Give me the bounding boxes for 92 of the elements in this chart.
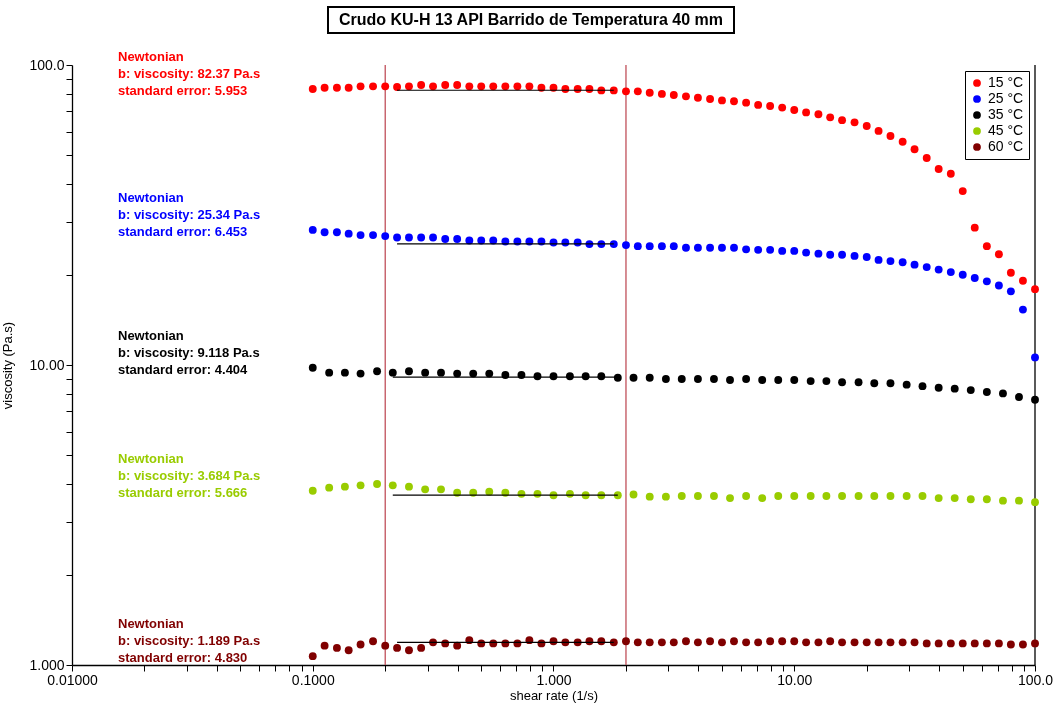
point bbox=[838, 492, 847, 500]
point bbox=[629, 373, 638, 382]
point bbox=[693, 375, 702, 383]
point bbox=[677, 492, 686, 500]
point bbox=[806, 492, 815, 500]
point bbox=[918, 492, 927, 500]
point bbox=[902, 380, 911, 389]
point bbox=[934, 494, 943, 503]
point bbox=[934, 383, 943, 392]
legend-label: 25 °C bbox=[988, 90, 1024, 106]
point bbox=[966, 386, 975, 394]
point bbox=[982, 495, 991, 504]
point bbox=[710, 375, 718, 383]
point bbox=[325, 483, 334, 492]
point bbox=[661, 492, 670, 501]
point bbox=[373, 367, 382, 376]
point bbox=[838, 378, 847, 387]
point bbox=[645, 492, 654, 501]
point bbox=[966, 495, 975, 504]
x-tick-label: 10.00 bbox=[777, 671, 813, 688]
point bbox=[373, 480, 382, 488]
point bbox=[854, 378, 863, 387]
y-tick-label: 1.000 bbox=[29, 656, 65, 673]
annotation: Newtonian b: viscosity: 25.34 Pa.s standard error: 6.453 bbox=[118, 189, 261, 239]
point bbox=[388, 481, 397, 490]
point bbox=[356, 481, 365, 490]
point bbox=[453, 369, 462, 378]
point bbox=[1015, 393, 1023, 401]
point bbox=[340, 482, 349, 491]
annotation: Newtonian b: viscosity: 3.684 Pa.s standard error: 5.666 bbox=[118, 450, 261, 500]
annotation: Newtonian b: viscosity: 1.189 Pa.s standard error: 4.830 bbox=[118, 616, 261, 666]
legend-label: 35 °C bbox=[988, 106, 1024, 122]
point bbox=[822, 377, 831, 385]
point bbox=[790, 492, 799, 500]
y-tick-label: 100.0 bbox=[29, 56, 65, 73]
point bbox=[710, 492, 718, 500]
point bbox=[854, 492, 863, 500]
point bbox=[1031, 498, 1039, 507]
point bbox=[982, 388, 991, 396]
annotation: Newtonian b: viscosity: 82.37 Pa.s standard error: 5.953 bbox=[118, 48, 261, 98]
point bbox=[421, 368, 430, 377]
legend-label: 45 °C bbox=[988, 122, 1024, 138]
point bbox=[902, 492, 911, 500]
point bbox=[308, 486, 317, 495]
legend-label: 60 °C bbox=[988, 138, 1024, 154]
point bbox=[774, 492, 783, 500]
point bbox=[1015, 496, 1023, 505]
legend-label: 15 °C bbox=[988, 74, 1024, 90]
x-tick-label: 1.000 bbox=[536, 671, 572, 688]
point bbox=[822, 492, 831, 500]
point bbox=[870, 379, 879, 388]
point bbox=[726, 376, 734, 384]
point bbox=[325, 368, 334, 377]
point bbox=[693, 492, 702, 500]
point bbox=[645, 373, 654, 382]
x-axis-title: shear rate (1/s) bbox=[509, 687, 599, 703]
point bbox=[1031, 395, 1039, 404]
y-axis-title: viscosity (Pa.s) bbox=[0, 321, 16, 410]
point bbox=[918, 382, 927, 391]
point bbox=[340, 368, 349, 377]
x-tick-label: 0.1000 bbox=[291, 671, 335, 688]
point bbox=[437, 368, 445, 377]
x-tick-label: 0.01000 bbox=[47, 671, 99, 688]
point bbox=[308, 363, 317, 372]
point bbox=[661, 375, 670, 383]
point bbox=[806, 377, 815, 385]
point bbox=[790, 376, 799, 384]
annotation: Newtonian b: viscosity: 9.118 Pa.s standard error: 4.404 bbox=[118, 327, 260, 377]
point bbox=[774, 376, 783, 384]
point bbox=[870, 492, 879, 500]
point bbox=[726, 494, 734, 503]
point bbox=[950, 494, 959, 503]
point bbox=[999, 496, 1007, 505]
point bbox=[950, 384, 959, 393]
point bbox=[742, 492, 751, 500]
y-tick-label: 10.00 bbox=[29, 356, 65, 373]
point bbox=[886, 492, 895, 500]
point bbox=[356, 369, 365, 378]
point bbox=[388, 368, 397, 377]
point bbox=[886, 379, 895, 388]
point bbox=[405, 367, 413, 376]
point bbox=[405, 482, 413, 491]
x-tick-label: 100.0 bbox=[1017, 671, 1054, 688]
point bbox=[677, 375, 686, 383]
point bbox=[437, 485, 445, 494]
point bbox=[758, 376, 767, 384]
point bbox=[999, 389, 1007, 398]
chart-title: Crudo KU-H 13 API Barrido de Temperatura 40 mm bbox=[326, 6, 736, 34]
point bbox=[742, 375, 751, 383]
point bbox=[758, 494, 767, 503]
point bbox=[421, 485, 430, 494]
point bbox=[629, 490, 638, 499]
